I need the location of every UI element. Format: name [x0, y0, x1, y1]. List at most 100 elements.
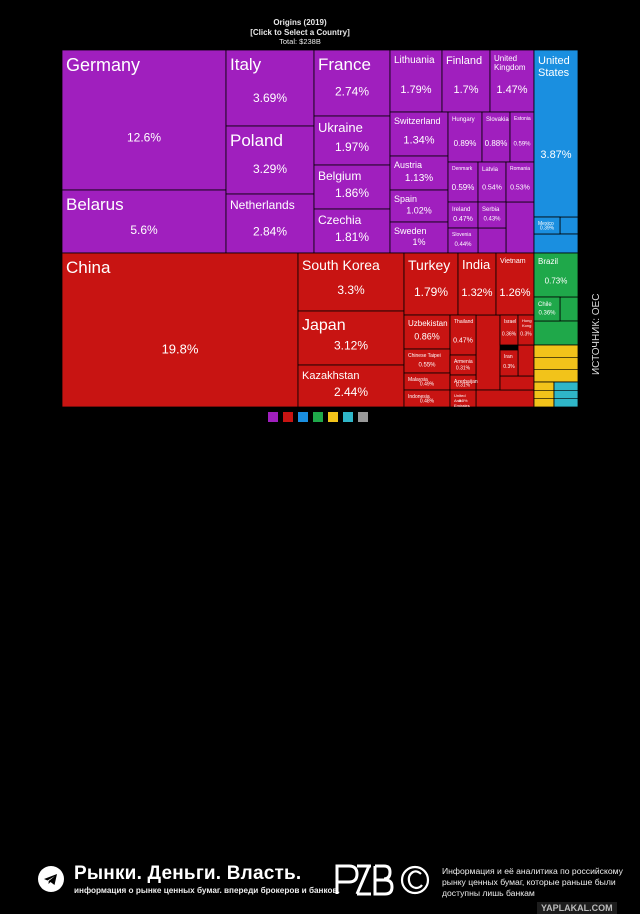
tile-uzbekistan[interactable]	[403, 314, 451, 350]
tile-china[interactable]	[61, 252, 299, 408]
tile-poland[interactable]	[225, 125, 315, 195]
tile-value-kazakhstan: 2.44%	[334, 385, 368, 399]
tile-value-hungary: 0.89%	[454, 139, 477, 148]
tile-estonia[interactable]	[509, 111, 535, 163]
tile-iran[interactable]	[499, 349, 519, 377]
tile-united-kingdom[interactable]	[489, 49, 535, 113]
tile-label-hong-kong: Kong	[522, 323, 531, 328]
chart-title: Origins (2019)	[273, 18, 327, 27]
tile-label-israel: Israel	[504, 319, 516, 325]
tile-value-ukraine: 1.97%	[335, 140, 369, 154]
tile-value-mexico: 0.39%	[540, 226, 555, 232]
legend-swatch[interactable]	[358, 412, 368, 422]
tile-value-france: 2.74%	[335, 85, 369, 99]
minor-countries-block[interactable]	[505, 201, 535, 254]
tile-mexico[interactable]	[533, 216, 561, 235]
tile-label-slovenia: Slovenia	[452, 232, 471, 238]
tile-label-united-kingdom: Kingdom	[494, 63, 526, 72]
tile-label-south-korea: South Korea	[302, 257, 380, 273]
tile-latvia[interactable]	[477, 161, 507, 203]
tile-label-united-arab-emirates: Arab	[454, 398, 463, 403]
tile-hungary[interactable]	[447, 111, 483, 163]
stage: Origins (2019) [Click to Select a Countr…	[0, 0, 640, 428]
tile-romania[interactable]	[505, 161, 535, 203]
tile-thailand[interactable]	[449, 314, 477, 356]
legend-swatch[interactable]	[343, 412, 353, 422]
tile-finland[interactable]	[441, 49, 491, 113]
tile-value-belarus: 5.6%	[130, 223, 158, 237]
minor-countries-block[interactable]	[533, 320, 579, 346]
tile-value-denmark: 0.59%	[452, 183, 475, 192]
tile-value-latvia: 0.54%	[482, 185, 502, 192]
minor-countries-block[interactable]	[475, 314, 501, 391]
tile-value-estonia: 0.59%	[513, 141, 531, 147]
tile-netherlands[interactable]	[225, 193, 315, 254]
tile-label-turkey: Turkey	[408, 257, 450, 273]
tile-label-united-arab-emirates: United	[454, 393, 466, 398]
tile-united-arab-emirates[interactable]	[449, 389, 477, 408]
minor-countries-block[interactable]	[553, 381, 579, 408]
legend-swatch[interactable]	[268, 412, 278, 422]
tile-label-latvia: Latvia	[482, 167, 499, 173]
tile-ireland[interactable]	[447, 201, 479, 229]
tile-value-iran: 0.3%	[503, 364, 515, 370]
tile-value-thailand: 0.47%	[453, 338, 473, 345]
tile-label-uzbekistan: Uzbekistan	[408, 319, 448, 328]
tile-spain[interactable]	[389, 189, 449, 223]
tile-value-azerbaijan: 0.31%	[456, 382, 471, 388]
minor-countries-block[interactable]	[475, 389, 535, 408]
legend-swatch[interactable]	[313, 412, 323, 422]
tile-chinese-taipei[interactable]	[403, 348, 451, 374]
watermark: YAPLAKAL.COM	[537, 902, 617, 914]
tile-hong-kong[interactable]	[517, 314, 535, 346]
minor-countries-block[interactable]	[559, 216, 579, 235]
minor-countries-block[interactable]	[533, 344, 579, 383]
tile-label-united-states: United	[538, 55, 570, 67]
tile-label-chile: Chile	[538, 302, 552, 308]
treemap-chart[interactable]: Germany 12.6% Belarus 5.6% Italy 3.69% Poland 3…	[0, 0, 640, 428]
legend-swatch[interactable]	[283, 412, 293, 422]
source-credit: ИСТОЧНИК: OEC	[591, 293, 602, 375]
tile-label-sweden: Sweden	[394, 226, 427, 236]
minor-countries-block[interactable]	[533, 381, 555, 408]
minor-countries-block[interactable]	[533, 233, 579, 254]
tile-label-belgium: Belgium	[318, 169, 361, 183]
chart-subtitle[interactable]: [Click to Select a Country]	[250, 28, 350, 37]
tile-switzerland[interactable]	[389, 111, 449, 157]
tile-label-ukraine: Ukraine	[318, 120, 363, 135]
tile-label-hong-kong: Hong	[522, 318, 532, 323]
tile-label-azerbaijan: Azerbaijan	[454, 379, 478, 385]
tile-value-poland: 3.29%	[253, 162, 287, 176]
tile-serbia[interactable]	[477, 201, 507, 229]
tile-value-sweden: 1%	[412, 237, 425, 247]
tile-brazil[interactable]	[533, 252, 579, 298]
tile-italy[interactable]	[225, 49, 315, 127]
legend-swatch[interactable]	[298, 412, 308, 422]
tile-label-thailand: Thailand	[454, 319, 473, 325]
minor-countries-block[interactable]	[559, 296, 579, 322]
tile-label-austria: Austria	[394, 160, 422, 170]
tile-kazakhstan[interactable]	[297, 364, 405, 408]
tile-france[interactable]	[313, 49, 391, 117]
tile-austria[interactable]	[389, 155, 449, 191]
tile-value-malaysia: 0.49%	[420, 382, 435, 388]
tile-label-ireland: Ireland	[452, 207, 470, 213]
tile-label-denmark: Denmark	[452, 166, 473, 172]
minor-countries-block[interactable]	[499, 375, 535, 391]
tile-sweden[interactable]	[389, 221, 449, 254]
tile-united-states[interactable]	[533, 49, 579, 218]
brand-tagline: информация о рынке ценных бумаг. впереди…	[74, 886, 340, 895]
telegram-icon[interactable]	[38, 866, 64, 892]
legend-swatch[interactable]	[328, 412, 338, 422]
minor-countries-block[interactable]	[517, 344, 535, 377]
tile-value-ireland: 0.47%	[453, 216, 473, 223]
tile-india[interactable]	[457, 252, 497, 316]
tile-label-finland: Finland	[446, 55, 482, 67]
minor-countries-block[interactable]	[477, 227, 507, 254]
tile-label-chinese-taipei: Chinese Taipei	[408, 353, 441, 359]
tile-value-united-kingdom: 1.47%	[496, 84, 527, 96]
tile-chile[interactable]	[533, 296, 561, 322]
tile-label-france: France	[318, 55, 371, 74]
tile-belarus[interactable]	[61, 189, 227, 254]
tile-value-spain: 1.02%	[406, 205, 432, 215]
